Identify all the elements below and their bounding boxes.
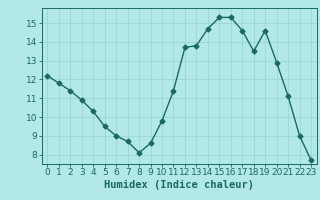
X-axis label: Humidex (Indice chaleur): Humidex (Indice chaleur)	[104, 180, 254, 190]
